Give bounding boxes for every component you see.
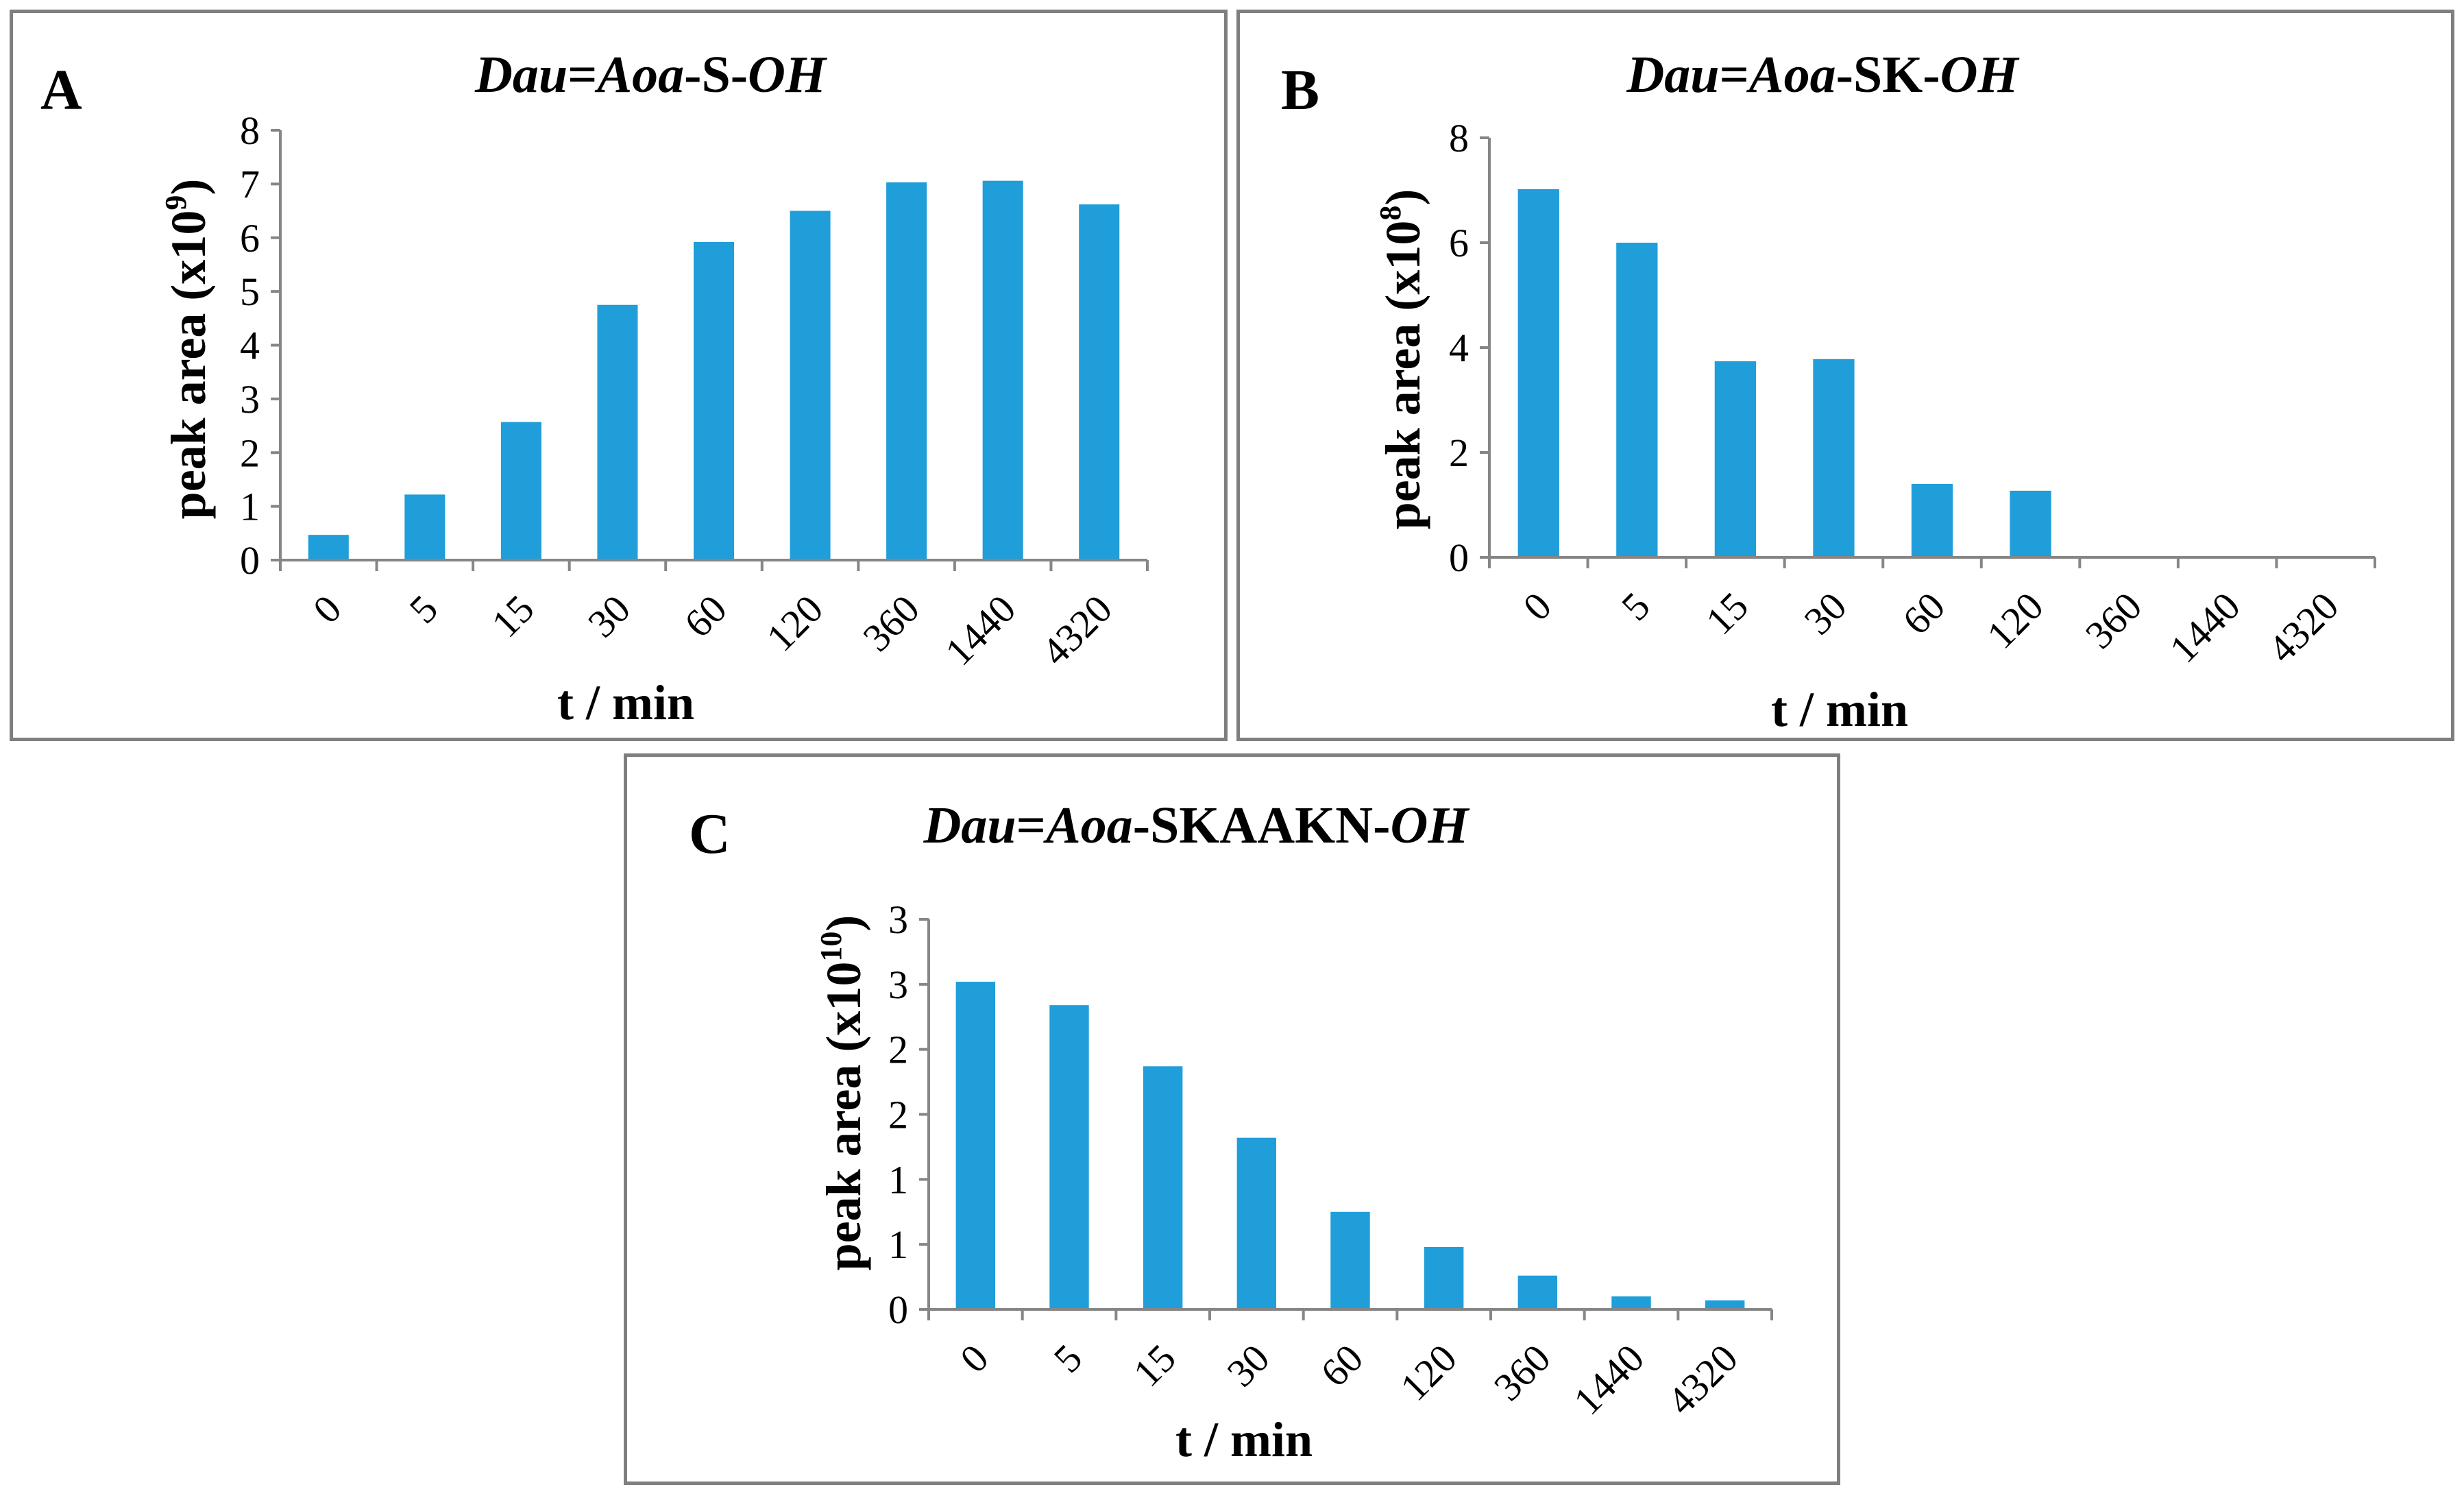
x-tick-label: 360	[1485, 1335, 1559, 1409]
y-tick-label: 4	[1449, 326, 1469, 370]
bar-30	[597, 304, 638, 560]
y-tick-label: 0	[1449, 535, 1469, 580]
x-tick-label: 30	[1796, 583, 1855, 643]
bar-120	[790, 210, 831, 560]
bar-30	[1236, 1137, 1277, 1309]
chart-svg-a: A Dau=Aoa-S-OH peak area (x109) t / min …	[40, 46, 1149, 730]
x-tick-label: 360	[854, 586, 927, 660]
y-tick-label: 3	[240, 377, 260, 422]
y-axis-label: peak area (x109)	[159, 179, 216, 520]
x-tick-label: 1440	[2161, 583, 2249, 671]
x-tick-label: 4320	[1659, 1335, 1746, 1423]
y-tick-label: 7	[240, 162, 260, 206]
x-tick-label: 0	[951, 1335, 997, 1381]
bar-120	[1424, 1246, 1464, 1309]
x-axis-label: t / min	[1771, 682, 1908, 737]
x-tick-label: 4320	[2259, 583, 2347, 671]
bar-0	[955, 982, 996, 1309]
x-tick-label: 60	[676, 586, 735, 646]
y-tick-label: 2	[240, 431, 260, 475]
y-tick-label: 3	[888, 963, 908, 1007]
y-tick-label: 1	[888, 1157, 908, 1202]
bar-15	[1143, 1066, 1183, 1309]
chart-panel-a: A Dau=Aoa-S-OH peak area (x109) t / min …	[10, 10, 1228, 741]
x-tick-label: 60	[1894, 583, 1953, 643]
bar-120	[2010, 490, 2051, 557]
bar-360	[1517, 1275, 1558, 1309]
x-tick-label: 60	[1312, 1335, 1371, 1395]
chart-panel-c: C Dau=Aoa-SKAAKN-OH peak area (x1010) t …	[624, 753, 1840, 1485]
x-tick-label: 120	[1391, 1335, 1465, 1409]
panel-letter: C	[689, 802, 731, 866]
y-tick-label: 0	[888, 1287, 908, 1332]
y-tick-label: 2	[888, 1028, 908, 1072]
y-tick-label: 6	[240, 216, 260, 261]
x-axis-label: t / min	[557, 675, 694, 730]
chart-title: Dau=Aoa-SK-OH	[1626, 46, 2020, 104]
y-tick-label: 4	[240, 324, 260, 368]
panel-letter: A	[40, 58, 82, 122]
bar-60	[693, 242, 735, 560]
y-tick-label: 6	[1449, 221, 1469, 265]
x-tick-label: 120	[758, 586, 831, 660]
y-axis-label: peak area (x108)	[1374, 189, 1430, 530]
bar-60	[1330, 1211, 1370, 1309]
bar-0	[1517, 189, 1559, 558]
y-tick-label: 8	[240, 108, 260, 153]
chart-title: Dau=Aoa-SKAAKN-OH	[923, 797, 1471, 854]
x-tick-label: 5	[1045, 1335, 1090, 1381]
y-tick-label: 2	[1449, 431, 1469, 475]
x-tick-label: 15	[1697, 583, 1757, 643]
bar-4320	[1079, 204, 1120, 561]
bar-5	[1616, 243, 1658, 557]
bar-1440	[982, 180, 1023, 560]
x-tick-label: 5	[1613, 583, 1658, 629]
y-tick-label: 2	[888, 1093, 908, 1137]
bar-5	[1049, 1005, 1089, 1309]
plot-area: 0 1 2 3 4 5 6 7 8 0 5 15 30 60 120 360 1440 4320	[240, 108, 1149, 674]
x-tick-label: 1440	[936, 586, 1024, 674]
bar-15	[500, 422, 541, 560]
y-tick-label: 5	[240, 269, 260, 314]
bar-4320	[1705, 1300, 1745, 1309]
bar-30	[1813, 359, 1855, 557]
bar-0	[308, 535, 349, 560]
chart-svg-c: C Dau=Aoa-SKAAKN-OH peak area (x1010) t …	[689, 797, 1773, 1467]
x-tick-label: 0	[1515, 583, 1560, 629]
bar-360	[886, 182, 927, 560]
chart-panel-b: B Dau=Aoa-SK-OH peak area (x108) t / min…	[1236, 10, 2454, 741]
x-axis-label: t / min	[1175, 1412, 1313, 1467]
plot-area: 0 2 4 6 8 0 5 15 30 60 120 360 1440 4320	[1449, 116, 2376, 671]
y-axis-label: peak area (x1010)	[814, 915, 871, 1271]
bar-15	[1714, 361, 1757, 557]
x-tick-label: 15	[483, 586, 543, 646]
x-tick-label: 0	[304, 586, 350, 631]
y-tick-label: 8	[1449, 116, 1469, 160]
y-tick-label: 1	[240, 485, 260, 529]
bar-5	[404, 494, 446, 560]
x-tick-label: 120	[1978, 583, 2051, 657]
y-tick-label: 1	[888, 1222, 908, 1267]
chart-title: Dau=Aoa-S-OH	[474, 46, 828, 104]
chart-svg-b: B Dau=Aoa-SK-OH peak area (x108) t / min…	[1281, 46, 2376, 737]
x-tick-label: 15	[1125, 1335, 1184, 1395]
panel-letter: B	[1281, 58, 1319, 122]
x-tick-label: 360	[2077, 583, 2150, 657]
x-tick-label: 1440	[1565, 1335, 1652, 1423]
x-tick-label: 5	[401, 586, 446, 631]
bar-1440	[1611, 1296, 1651, 1309]
y-tick-label: 3	[888, 897, 908, 942]
x-tick-label: 30	[579, 586, 639, 646]
bar-60	[1911, 483, 1953, 557]
y-tick-label: 0	[240, 538, 260, 583]
x-tick-label: 30	[1219, 1335, 1278, 1395]
x-tick-label: 4320	[1033, 586, 1121, 674]
